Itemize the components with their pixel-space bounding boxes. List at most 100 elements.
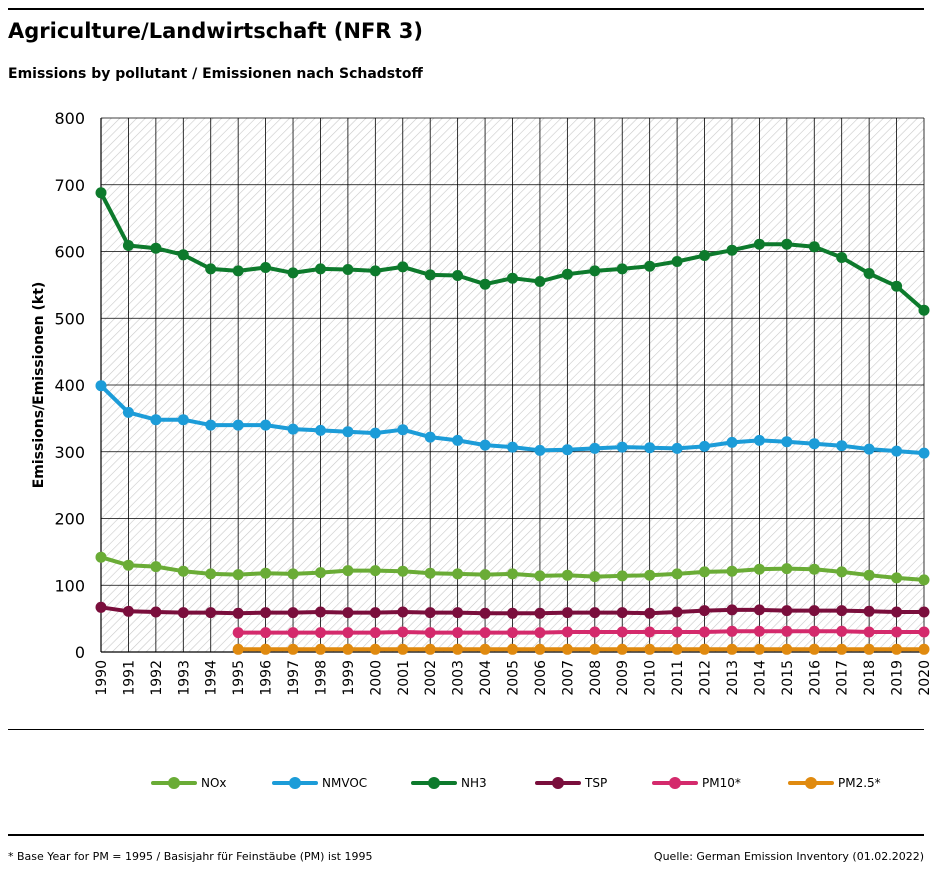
data-point-nh3: [918, 304, 930, 316]
data-point-tsp: [699, 605, 710, 617]
data-point-pm2-5: [699, 643, 710, 655]
data-point-nmvoc: [644, 442, 656, 454]
data-point-nox: [863, 569, 875, 581]
data-point-tsp: [452, 607, 464, 619]
data-point-nh3: [315, 263, 326, 275]
data-point-nh3: [397, 261, 409, 273]
data-point-nmvoc: [424, 431, 436, 443]
data-point-nh3: [95, 187, 107, 199]
data-point-nmvoc: [781, 436, 793, 448]
data-point-nmvoc: [177, 414, 189, 426]
data-point-pm2-5: [232, 643, 244, 655]
data-point-pm2-5: [369, 643, 381, 655]
legend-swatch: [272, 777, 318, 789]
legend-marker: [428, 777, 440, 789]
legend-marker: [552, 777, 564, 789]
legend-item-pm10: PM10*: [652, 770, 741, 796]
data-point-tsp: [369, 607, 381, 619]
data-point-pm2-5: [561, 643, 573, 655]
legend-swatch: [652, 777, 698, 789]
data-point-tsp: [479, 607, 491, 619]
data-point-nox: [369, 565, 381, 577]
data-point-pm2-5: [507, 643, 518, 655]
data-point-nh3: [232, 265, 244, 277]
data-point-nox: [342, 565, 354, 577]
data-point-pm10: [534, 627, 546, 639]
x-tick-label: 2014: [752, 660, 768, 696]
data-point-tsp: [616, 607, 628, 619]
legend-item-nox: NOx: [151, 770, 227, 796]
data-point-nox: [260, 567, 272, 579]
data-point-tsp: [424, 607, 436, 619]
data-point-nh3: [753, 238, 765, 250]
data-point-nmvoc: [479, 439, 491, 451]
data-point-pm10: [726, 625, 738, 637]
footer-rule: [8, 834, 924, 836]
data-point-nmvoc: [699, 440, 710, 452]
data-point-pm2-5: [397, 643, 409, 655]
data-point-pm10: [342, 627, 354, 639]
data-point-nmvoc: [589, 442, 601, 454]
data-point-nh3: [177, 249, 189, 261]
data-point-nh3: [369, 265, 381, 277]
data-point-pm2-5: [836, 643, 848, 655]
series-pm10: [232, 625, 930, 639]
data-point-pm2-5: [479, 643, 491, 655]
x-tick-label: 2006: [533, 660, 549, 696]
data-point-nh3: [589, 265, 601, 277]
data-point-pm10: [260, 627, 272, 639]
data-point-nh3: [205, 263, 217, 275]
data-point-nh3: [644, 260, 656, 272]
y-tick-label: 800: [54, 109, 85, 128]
data-point-pm10: [616, 626, 628, 638]
data-point-tsp: [781, 605, 793, 617]
data-point-nox: [177, 565, 189, 577]
data-point-nmvoc: [808, 438, 820, 450]
data-point-nmvoc: [122, 406, 134, 418]
data-point-tsp: [863, 605, 875, 617]
footnote: * Base Year for PM = 1995 / Basisjahr fü…: [8, 850, 373, 863]
data-point-tsp: [644, 607, 656, 619]
legend-label: NMVOC: [322, 776, 368, 790]
data-point-nh3: [726, 244, 738, 256]
data-point-tsp: [95, 601, 107, 613]
data-point-pm2-5: [589, 643, 601, 655]
data-point-pm2-5: [260, 643, 272, 655]
x-tick-label: 2013: [725, 660, 741, 696]
data-point-nox: [150, 561, 162, 573]
data-point-nox: [205, 568, 217, 580]
data-point-tsp: [808, 605, 820, 617]
data-point-nox: [479, 569, 491, 581]
data-point-nox: [95, 551, 107, 563]
data-point-tsp: [397, 606, 409, 618]
data-point-pm2-5: [315, 643, 326, 655]
x-tick-label: 1992: [149, 660, 165, 696]
x-tick-label: 2015: [780, 660, 796, 696]
data-point-nox: [836, 566, 848, 578]
data-point-tsp: [150, 606, 162, 618]
y-tick-label: 300: [54, 443, 85, 462]
data-point-tsp: [836, 605, 848, 617]
x-tick-label: 2001: [396, 660, 412, 696]
data-point-nox: [507, 568, 518, 580]
x-tick-label: 2000: [368, 660, 384, 696]
y-tick-label: 0: [75, 643, 85, 662]
legend-marker: [669, 777, 681, 789]
data-point-nh3: [479, 278, 491, 290]
grid-lines: [100, 117, 925, 653]
data-point-pm10: [369, 627, 381, 639]
series-nh3: [95, 187, 930, 316]
top-rule: [8, 8, 924, 10]
data-point-nox: [918, 574, 930, 586]
x-tick-label: 1997: [286, 660, 302, 696]
y-tick-label: 200: [54, 510, 85, 529]
data-point-tsp: [232, 607, 244, 619]
data-point-tsp: [671, 606, 683, 618]
x-tick-label: 2004: [478, 660, 494, 696]
data-point-pm10: [699, 626, 710, 638]
data-point-nox: [753, 563, 765, 575]
legend: NOx NMVOC NH3 TSP PM10* PM2.5*: [0, 770, 939, 796]
data-point-nmvoc: [260, 419, 272, 431]
series-line-pm10: [236, 629, 926, 635]
